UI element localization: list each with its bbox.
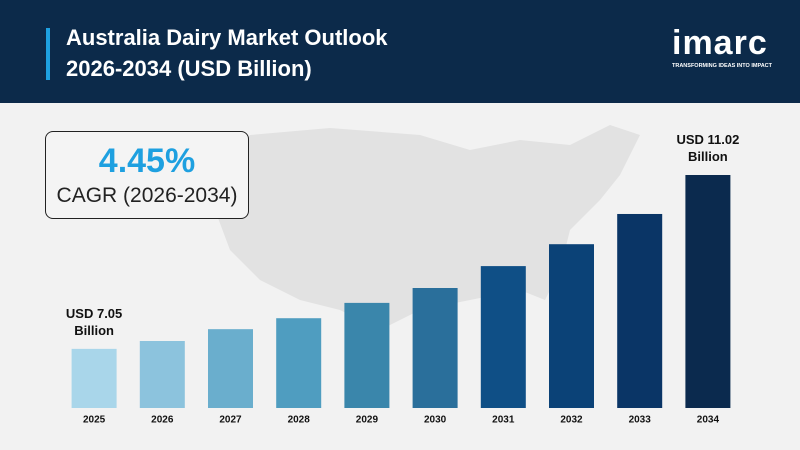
x-tick-label: 2033: [629, 415, 652, 426]
bar: [617, 213, 663, 408]
bar: [344, 302, 390, 408]
bar: [480, 266, 526, 408]
x-tick-label: 2026: [151, 415, 174, 426]
bar: [276, 318, 322, 408]
x-tick-label: 2030: [424, 415, 447, 426]
cagr-value: 4.45%: [98, 142, 196, 180]
x-tick-label: 2028: [288, 415, 311, 426]
x-tick-label: 2031: [492, 415, 515, 426]
bar: [685, 175, 731, 408]
bar: [412, 287, 458, 408]
header-band: [0, 0, 800, 103]
bar: [139, 340, 185, 408]
bar: [549, 244, 594, 408]
bar: [71, 348, 117, 408]
bar: [208, 329, 253, 408]
accent-bar: [46, 28, 50, 80]
value-label: USD 7.05 Billion: [65, 305, 123, 338]
x-tick-label: 2034: [697, 415, 720, 426]
chart-title: Australia Dairy Market Outlook 2026-2034…: [66, 25, 388, 81]
x-tick-label: 2025: [83, 415, 106, 426]
logo: imarc: [672, 24, 768, 62]
x-tick-label: 2029: [356, 415, 379, 426]
value-label: USD 11.02 Billion: [676, 132, 740, 164]
logo-tagline: TRANSFORMING IDEAS INTO IMPACT: [672, 63, 773, 69]
map-silhouette: [215, 125, 640, 330]
x-tick-label: 2027: [219, 415, 242, 426]
cagr-label: CAGR (2026-2034): [56, 184, 238, 207]
cagr-box: 4.45% CAGR (2026-2034): [45, 131, 249, 219]
x-tick-label: 2032: [560, 415, 583, 426]
